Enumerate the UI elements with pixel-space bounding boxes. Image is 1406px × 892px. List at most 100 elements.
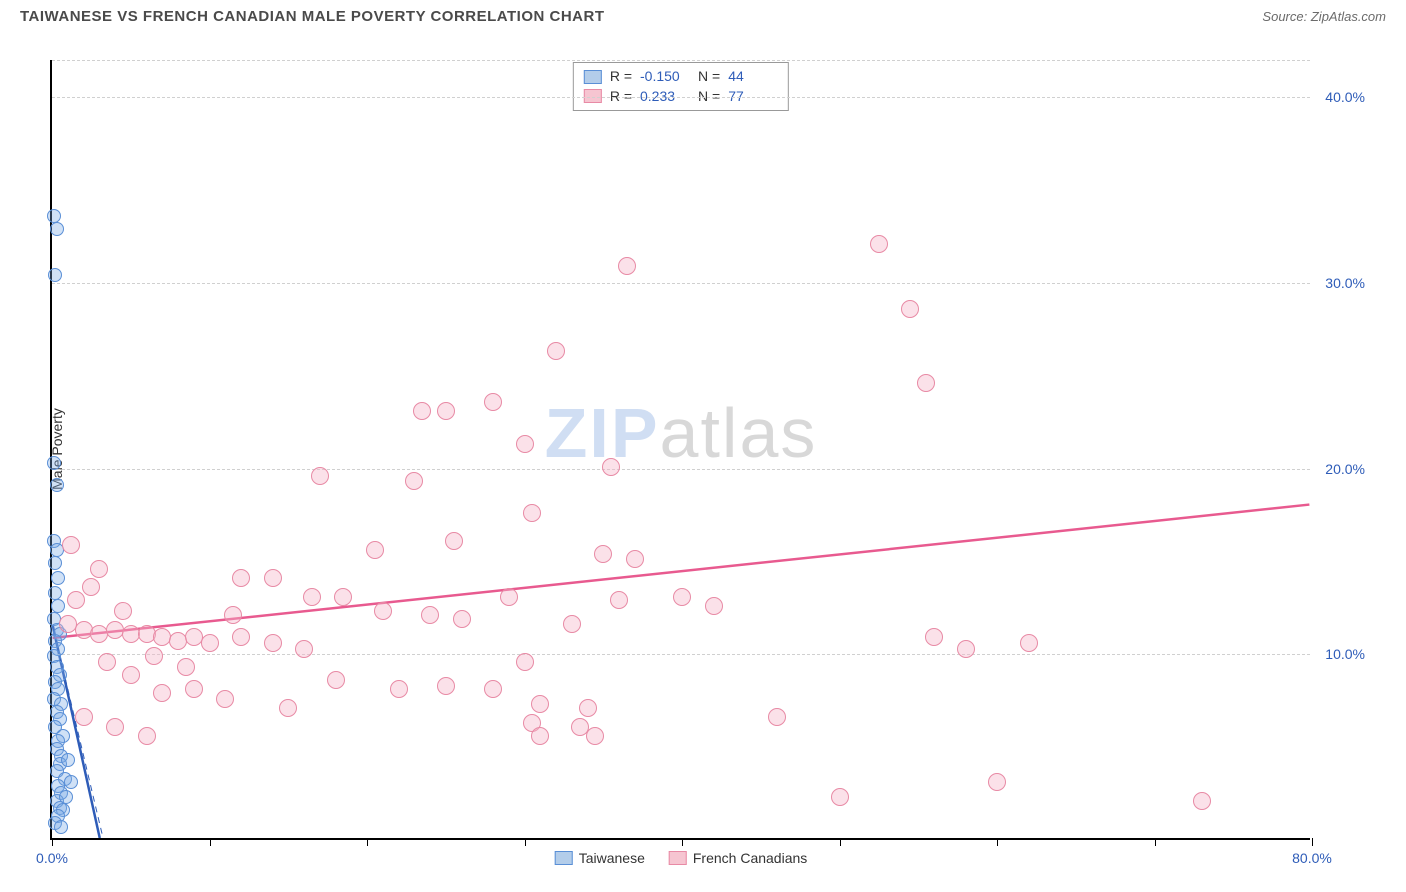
scatter-point: [98, 653, 116, 671]
x-tick: [997, 838, 998, 846]
legend-label: Taiwanese: [579, 850, 645, 866]
watermark: ZIPatlas: [545, 393, 818, 473]
r-label: R =: [610, 67, 632, 87]
scatter-point: [153, 684, 171, 702]
scatter-point: [516, 435, 534, 453]
x-tick: [1155, 838, 1156, 846]
scatter-point: [122, 666, 140, 684]
scatter-point: [67, 591, 85, 609]
scatter-point: [437, 402, 455, 420]
scatter-point: [311, 467, 329, 485]
scatter-point: [547, 342, 565, 360]
chart-container: Male Poverty ZIPatlas R = -0.150 N = 44 …: [50, 60, 1370, 840]
chart-title: TAIWANESE VS FRENCH CANADIAN MALE POVERT…: [20, 8, 605, 25]
gridline-horizontal: [52, 654, 1310, 655]
scatter-point: [1020, 634, 1038, 652]
scatter-point: [500, 588, 518, 606]
scatter-point: [988, 773, 1006, 791]
scatter-point: [90, 560, 108, 578]
y-tick-label: 20.0%: [1325, 461, 1365, 477]
scatter-point: [201, 634, 219, 652]
x-tick-label: 80.0%: [1292, 850, 1332, 866]
legend-swatch-french-canadian: [669, 851, 687, 865]
scatter-point: [177, 658, 195, 676]
scatter-point: [1193, 792, 1211, 810]
x-tick: [682, 838, 683, 846]
scatter-point: [531, 727, 549, 745]
scatter-point: [673, 588, 691, 606]
scatter-point: [48, 556, 62, 570]
scatter-point: [334, 588, 352, 606]
scatter-point: [626, 550, 644, 568]
scatter-point: [50, 478, 64, 492]
scatter-point: [264, 569, 282, 587]
scatter-point: [138, 727, 156, 745]
scatter-point: [75, 708, 93, 726]
scatter-point: [366, 541, 384, 559]
scatter-point: [48, 586, 62, 600]
chart-header: TAIWANESE VS FRENCH CANADIAN MALE POVERT…: [0, 0, 1406, 29]
x-tick: [367, 838, 368, 846]
x-tick: [1312, 838, 1313, 846]
scatter-point: [374, 602, 392, 620]
scatter-point: [279, 699, 297, 717]
x-tick: [52, 838, 53, 846]
scatter-point: [232, 628, 250, 646]
scatter-point: [901, 300, 919, 318]
legend-row-taiwanese: R = -0.150 N = 44: [584, 67, 778, 87]
scatter-point: [602, 458, 620, 476]
scatter-point: [82, 578, 100, 596]
legend-item-taiwanese: Taiwanese: [555, 850, 645, 866]
scatter-point: [264, 634, 282, 652]
scatter-point: [531, 695, 549, 713]
scatter-point: [51, 599, 65, 613]
n-value: 44: [728, 67, 778, 87]
legend-label: French Canadians: [693, 850, 807, 866]
scatter-point: [413, 402, 431, 420]
y-tick-label: 40.0%: [1325, 89, 1365, 105]
scatter-point: [437, 677, 455, 695]
legend-swatch-taiwanese: [584, 70, 602, 84]
x-tick-label: 0.0%: [36, 850, 68, 866]
scatter-point: [232, 569, 250, 587]
scatter-point: [957, 640, 975, 658]
plot-area: Male Poverty ZIPatlas R = -0.150 N = 44 …: [50, 60, 1310, 840]
scatter-point: [484, 680, 502, 698]
scatter-point: [64, 775, 78, 789]
scatter-point: [61, 753, 75, 767]
scatter-point: [62, 536, 80, 554]
scatter-point: [516, 653, 534, 671]
scatter-point: [870, 235, 888, 253]
scatter-point: [216, 690, 234, 708]
scatter-point: [295, 640, 313, 658]
source-name: ZipAtlas.com: [1311, 9, 1386, 24]
scatter-point: [50, 222, 64, 236]
scatter-point: [705, 597, 723, 615]
scatter-point: [390, 680, 408, 698]
scatter-point: [48, 268, 62, 282]
gridline-horizontal: [52, 469, 1310, 470]
scatter-point: [586, 727, 604, 745]
x-tick: [840, 838, 841, 846]
scatter-point: [579, 699, 597, 717]
scatter-point: [51, 571, 65, 585]
scatter-point: [106, 718, 124, 736]
source-attribution: Source: ZipAtlas.com: [1262, 9, 1386, 24]
scatter-point: [224, 606, 242, 624]
scatter-point: [59, 790, 73, 804]
scatter-point: [523, 504, 541, 522]
source-label: Source:: [1262, 9, 1307, 24]
y-tick-label: 10.0%: [1325, 646, 1365, 662]
scatter-point: [917, 374, 935, 392]
scatter-point: [47, 456, 61, 470]
r-value: -0.150: [640, 67, 690, 87]
n-label: N =: [698, 67, 720, 87]
gridline-horizontal: [52, 60, 1310, 61]
scatter-point: [54, 820, 68, 834]
scatter-point: [484, 393, 502, 411]
scatter-point: [327, 671, 345, 689]
scatter-point: [405, 472, 423, 490]
y-tick-label: 30.0%: [1325, 275, 1365, 291]
series-legend: Taiwanese French Canadians: [555, 850, 808, 866]
watermark-atlas: atlas: [660, 394, 818, 472]
